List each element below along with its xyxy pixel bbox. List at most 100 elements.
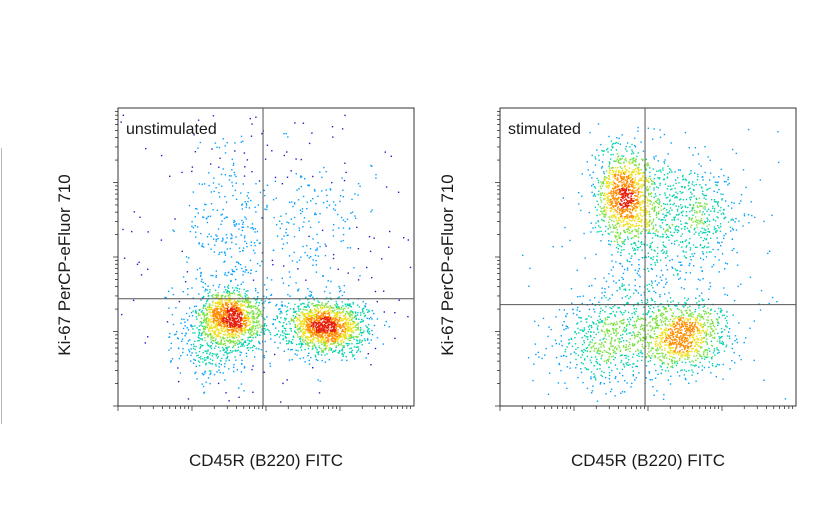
event-dot bbox=[186, 312, 188, 315]
event-dot bbox=[247, 299, 249, 301]
event-dot bbox=[292, 319, 295, 321]
event-dot bbox=[326, 329, 328, 332]
event-dot bbox=[233, 314, 235, 317]
event-dot bbox=[238, 336, 240, 338]
event-dot bbox=[194, 359, 196, 361]
event-dot bbox=[612, 310, 614, 313]
event-dot bbox=[375, 173, 377, 176]
event-dot bbox=[599, 339, 601, 341]
event-dot bbox=[308, 317, 310, 320]
event-dot bbox=[317, 379, 319, 381]
event-dot bbox=[622, 313, 624, 316]
event-dot bbox=[308, 142, 311, 145]
event-dot bbox=[352, 312, 354, 315]
event-dot bbox=[639, 276, 641, 278]
event-dot bbox=[231, 303, 233, 305]
event-dot bbox=[719, 342, 721, 344]
event-dot bbox=[216, 324, 218, 326]
event-dot bbox=[702, 253, 704, 255]
event-dot bbox=[207, 329, 210, 332]
event-dot bbox=[314, 331, 317, 333]
event-dot bbox=[201, 278, 203, 281]
event-dot bbox=[612, 153, 614, 156]
event-dot bbox=[206, 289, 208, 291]
event-dot bbox=[612, 266, 614, 268]
event-dot bbox=[299, 317, 301, 319]
event-dot bbox=[298, 328, 300, 330]
event-dot bbox=[356, 314, 359, 316]
event-dot bbox=[235, 175, 237, 178]
event-dot bbox=[294, 326, 297, 328]
event-dot bbox=[344, 336, 347, 339]
event-dot bbox=[259, 265, 261, 267]
event-dot bbox=[257, 321, 260, 323]
event-dot bbox=[224, 307, 226, 310]
event-dot bbox=[216, 328, 218, 330]
event-dot bbox=[278, 220, 281, 222]
event-dot bbox=[720, 311, 722, 313]
event-dot bbox=[675, 182, 677, 185]
event-dot bbox=[596, 361, 598, 363]
event-dot bbox=[238, 396, 240, 398]
event-dot bbox=[664, 192, 666, 194]
event-dot bbox=[608, 366, 610, 369]
event-dot bbox=[701, 193, 704, 195]
event-dot bbox=[666, 366, 669, 369]
event-dot bbox=[234, 312, 237, 315]
event-dot bbox=[597, 193, 599, 196]
event-dot bbox=[631, 149, 633, 151]
event-dot bbox=[594, 297, 596, 299]
event-dot bbox=[371, 333, 374, 336]
event-dot bbox=[714, 256, 716, 258]
event-dot bbox=[720, 309, 723, 312]
event-dot bbox=[215, 238, 217, 241]
event-dot bbox=[228, 297, 231, 299]
event-dot bbox=[329, 292, 331, 294]
event-dot bbox=[207, 292, 209, 295]
event-dot bbox=[178, 357, 181, 360]
event-dot bbox=[296, 354, 298, 356]
event-dot bbox=[655, 275, 658, 277]
event-dot bbox=[711, 358, 713, 360]
event-dot bbox=[209, 291, 211, 293]
event-dot bbox=[306, 245, 308, 247]
event-dot bbox=[633, 311, 635, 314]
event-dot bbox=[304, 332, 307, 335]
event-dot bbox=[326, 200, 328, 202]
event-dot bbox=[251, 310, 253, 312]
event-dot bbox=[228, 323, 230, 326]
event-dot bbox=[338, 320, 340, 322]
event-dot bbox=[299, 209, 302, 211]
event-dot bbox=[199, 338, 202, 340]
event-dot bbox=[250, 307, 252, 309]
event-dot bbox=[207, 335, 209, 338]
event-dot bbox=[190, 325, 192, 327]
event-dot bbox=[300, 176, 303, 178]
event-dot bbox=[594, 206, 597, 208]
event-dot bbox=[171, 313, 174, 316]
event-dot bbox=[310, 309, 312, 312]
event-dot bbox=[315, 326, 318, 329]
event-dot bbox=[326, 322, 328, 324]
event-dot bbox=[236, 300, 239, 302]
event-dot bbox=[240, 317, 242, 320]
event-dot bbox=[321, 318, 324, 320]
event-dot bbox=[347, 317, 350, 320]
event-dot bbox=[624, 296, 627, 298]
event-dot bbox=[207, 285, 209, 287]
event-dot bbox=[226, 320, 228, 322]
event-dot bbox=[217, 342, 219, 344]
event-dot bbox=[286, 313, 288, 316]
event-dot bbox=[293, 236, 296, 238]
event-dot bbox=[242, 327, 244, 330]
event-dot bbox=[603, 295, 605, 297]
event-dot bbox=[311, 324, 313, 326]
event-dot bbox=[192, 362, 195, 364]
event-dot bbox=[310, 334, 312, 337]
event-dot bbox=[238, 329, 240, 331]
event-dot bbox=[621, 155, 623, 157]
event-dot bbox=[225, 313, 227, 315]
event-dot bbox=[591, 191, 593, 194]
event-dot bbox=[345, 321, 347, 323]
event-dot bbox=[565, 315, 567, 318]
